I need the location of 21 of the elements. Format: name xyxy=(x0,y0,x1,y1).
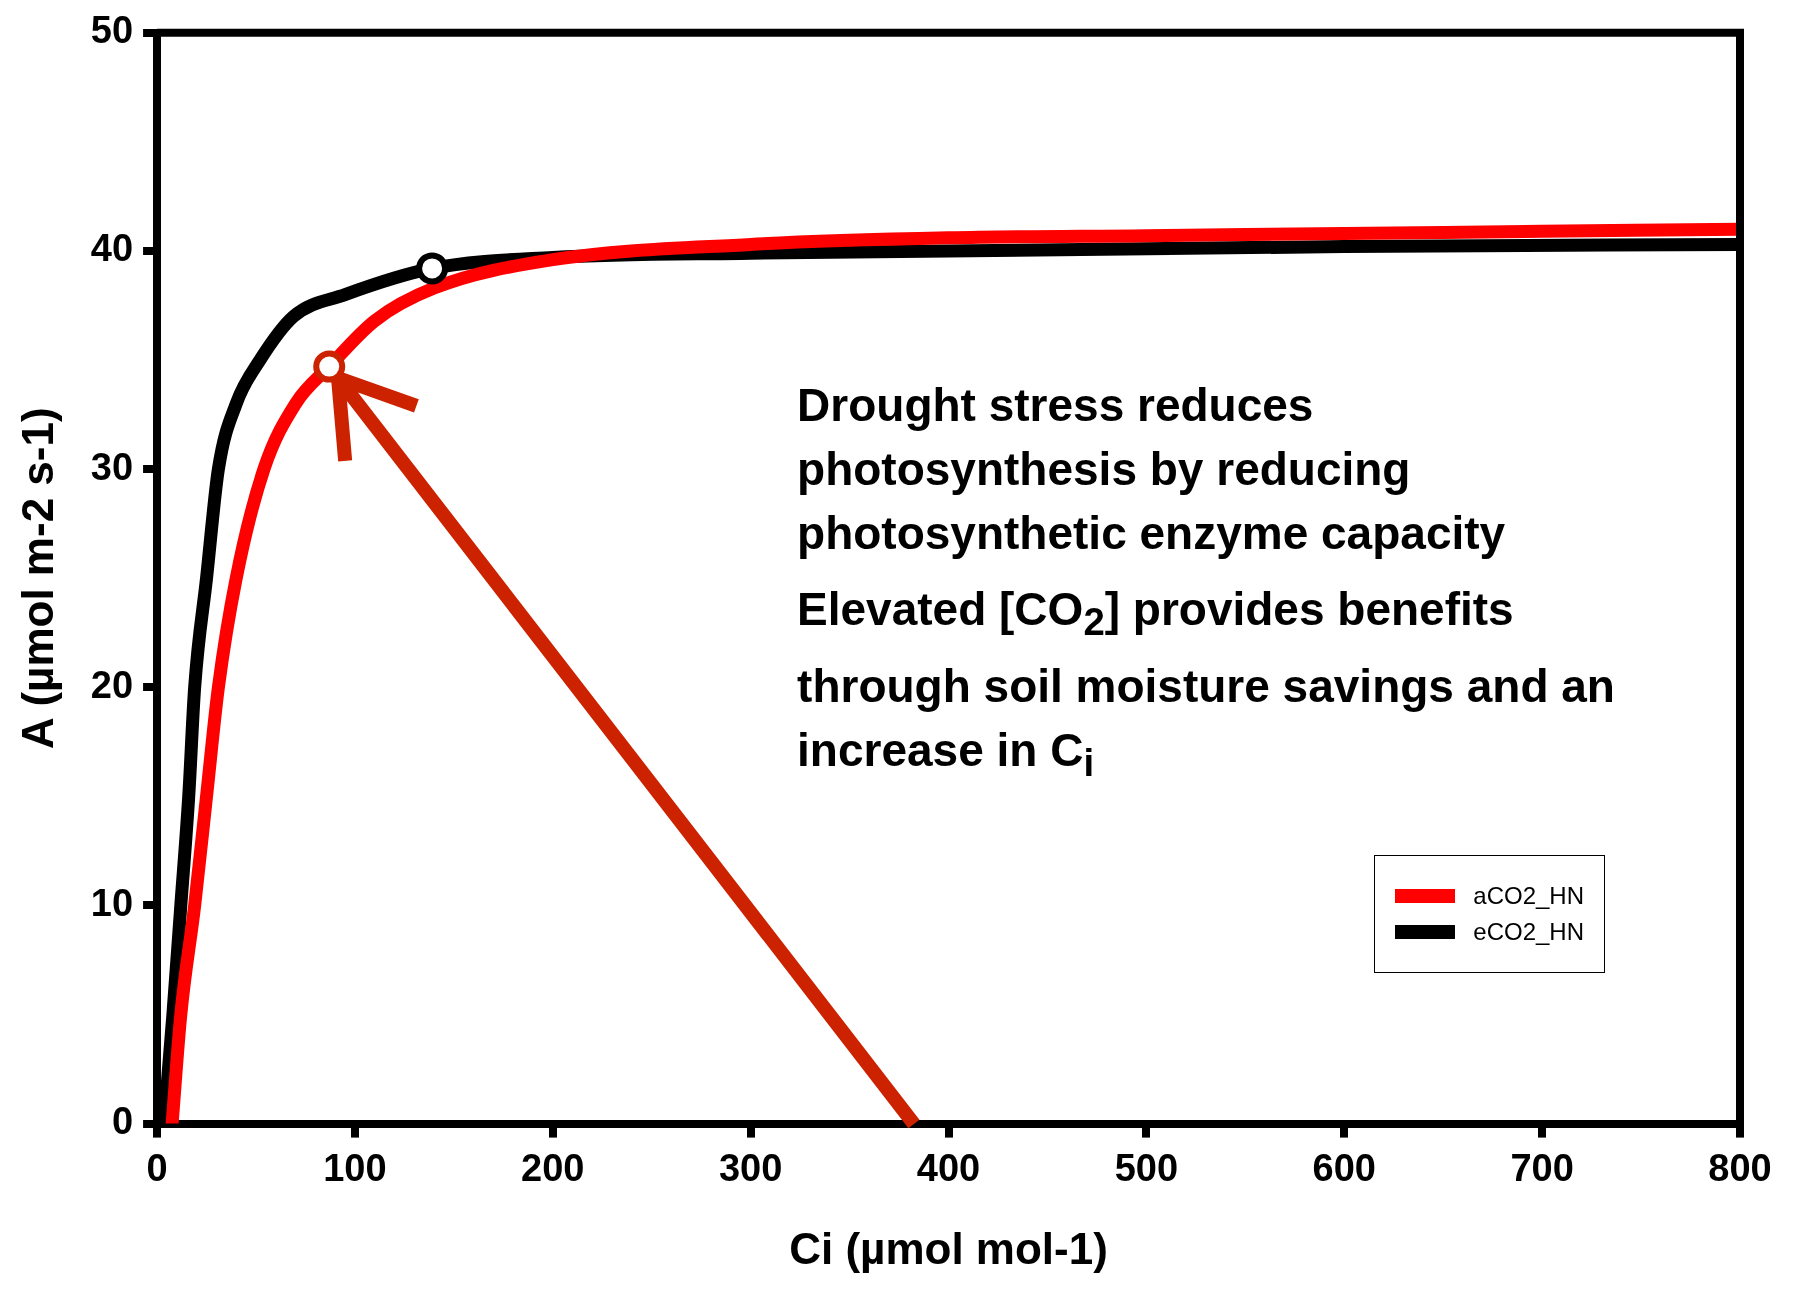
y-tick-label: 40 xyxy=(90,227,134,270)
x-tick-label: 0 xyxy=(146,1146,168,1189)
annotation: Elevated [CO$_{2}$] provides benefits through soil moisture savings and an increase in C$_{i}$ xyxy=(797,581,1616,787)
x-tick-label: 400 xyxy=(916,1146,981,1189)
y-tick-label: 20 xyxy=(90,663,134,706)
y-tick-label: 50 xyxy=(90,9,134,52)
x-tick-label: 300 xyxy=(718,1146,783,1189)
legend-label: eCO2_HN xyxy=(1473,917,1584,947)
annotation: Drought stress reduces photosynthesis by reducing photosynthetic enzyme capacity xyxy=(797,377,1507,561)
x-tick-label: 100 xyxy=(323,1146,387,1189)
y-tick-label: 0 xyxy=(111,1100,134,1143)
x-tick-label: 800 xyxy=(1708,1146,1772,1189)
legend-label: aCO2_HN xyxy=(1473,881,1584,911)
y-axis-title: A (µmol m-2 s-1) xyxy=(12,407,62,749)
x-tick-label: 700 xyxy=(1510,1146,1574,1189)
x-tick-label: 500 xyxy=(1114,1146,1179,1189)
x-tick-label: 200 xyxy=(521,1146,585,1189)
y-tick-label: 30 xyxy=(90,445,134,488)
x-axis-title: Ci (µmol mol-1) xyxy=(789,1223,1108,1273)
x-tick-label: 600 xyxy=(1312,1146,1376,1189)
y-tick-label: 10 xyxy=(90,881,134,924)
